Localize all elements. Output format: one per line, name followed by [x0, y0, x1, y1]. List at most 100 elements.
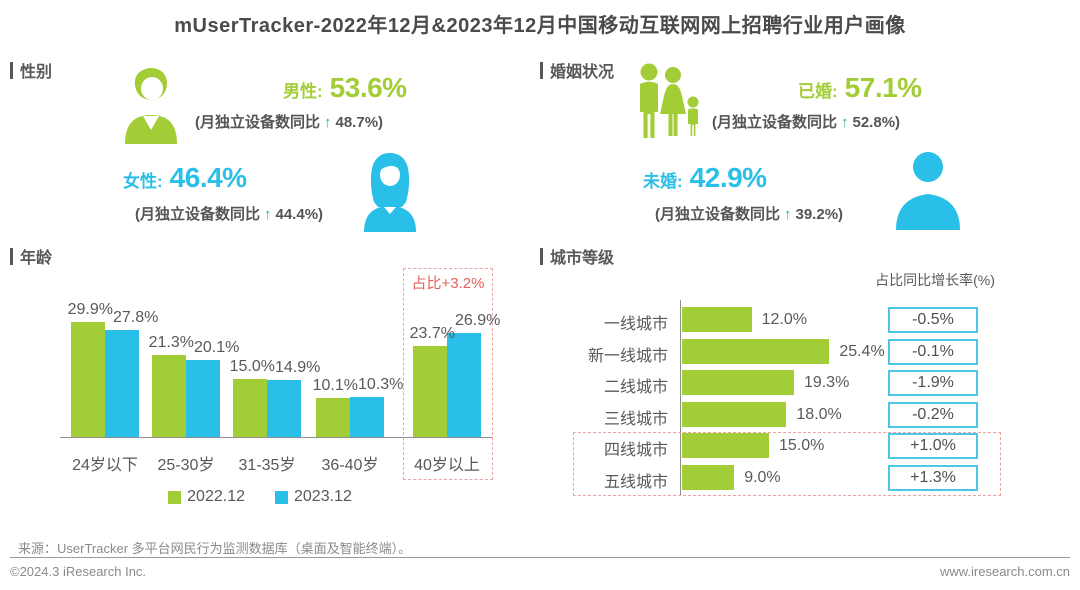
- growth-rate-box: +1.3%: [888, 464, 978, 491]
- up-arrow-icon: ↑: [841, 114, 849, 131]
- female-yoy-prefix: (月独立设备数同比: [135, 206, 260, 223]
- city-bar: [682, 307, 752, 332]
- female-stat: 女性: 46.4%: [123, 162, 247, 194]
- married-stat-label: 已婚:: [798, 82, 838, 101]
- person-icon: [896, 152, 960, 230]
- city-tier-label: 四线城市: [603, 442, 668, 459]
- age-value-label-2022: 29.9%: [67, 300, 113, 318]
- city-bar: [682, 433, 769, 458]
- city-tier-label: 五线城市: [603, 473, 668, 491]
- age-annotation: 占比+3.2%: [411, 275, 485, 292]
- city-tier-label: 新一线城市: [587, 347, 668, 365]
- age-bar-chart: 占比+3.2% 2022.12 2023.12 29.9% 27.8% 24岁以下 2…: [10, 262, 540, 524]
- city-bar: [682, 370, 794, 395]
- copyright-text: ©2024.3 iResearch Inc.: [10, 564, 147, 579]
- unmarried-stat: 未婚: 42.9%: [643, 162, 767, 194]
- city-bar-value: 12.0%: [761, 311, 807, 328]
- female-icon: [364, 153, 416, 232]
- gender-section-header: 性别: [10, 58, 52, 82]
- city-section-header: 城市等级: [540, 244, 614, 268]
- city-bar-value: 19.3%: [803, 374, 850, 391]
- marital-section-title: 婚姻状况: [550, 64, 615, 81]
- married-yoy-note: (月独立设备数同比 ↑ 52.8%): [712, 111, 900, 132]
- city-bar: [682, 338, 830, 364]
- growth-rate-header: 占比同比增长率(%): [875, 272, 995, 288]
- website-text: www.iresearch.com.cn: [939, 564, 1070, 579]
- female-stat-value: 46.4%: [169, 162, 247, 193]
- gender-section-title: 性别: [20, 64, 53, 81]
- city-bar: [682, 464, 735, 490]
- age-x-axis: [60, 437, 492, 438]
- age-bar-2023: [186, 359, 220, 437]
- age-bar-2022: [413, 345, 447, 437]
- married-stat-value: 57.1%: [844, 72, 922, 103]
- age-bar-2022: [316, 398, 350, 437]
- growth-rate-box: -0.2%: [888, 401, 978, 428]
- growth-rate-box: -0.1%: [888, 338, 978, 365]
- female-yoy-value: 44.4%): [275, 206, 324, 223]
- married-stat: 已婚: 57.1%: [798, 72, 922, 104]
- married-yoy-value: 52.8%): [852, 114, 901, 131]
- age-bar-2022: [233, 379, 267, 437]
- legend-item-2022: 2022.12: [168, 488, 245, 506]
- age-bar-2023: [350, 397, 384, 437]
- family-icon: [640, 63, 699, 138]
- unmarried-stat-value: 42.9%: [689, 162, 767, 193]
- city-bar-chart: 占比同比增长率(%) 一线城市 12.0% -0.5% 新一线城市 25.4% -0.1%…: [540, 262, 1070, 524]
- section-marker-icon: [540, 247, 543, 265]
- age-value-label-2023: 10.3%: [358, 376, 404, 394]
- male-stat-label: 男性:: [283, 82, 323, 101]
- age-highlight-box: [403, 268, 493, 480]
- city-tier-label: 三线城市: [603, 410, 668, 428]
- age-bar-2023: [447, 333, 481, 437]
- city-y-axis: [680, 300, 681, 496]
- age-category-label: 31-35岁: [238, 457, 296, 474]
- unmarried-yoy-value: 39.2%): [795, 206, 844, 223]
- age-value-label-2023: 20.1%: [194, 338, 240, 356]
- up-arrow-icon: ↑: [324, 114, 332, 131]
- age-category-label: 25-30岁: [157, 457, 215, 474]
- age-value-label-2023: 27.8%: [113, 308, 159, 326]
- legend-label-2023: 2023.12: [294, 488, 352, 505]
- city-bar-value: 18.0%: [796, 405, 842, 423]
- age-bar-2023: [105, 329, 139, 437]
- section-marker-icon: [540, 61, 543, 79]
- age-chart-legend: 2022.12 2023.12: [10, 488, 510, 506]
- city-bar: [682, 401, 787, 427]
- section-marker-icon: [10, 247, 13, 265]
- age-category-label: 24岁以下: [72, 457, 138, 474]
- age-value-label-2022: 21.3%: [148, 333, 194, 351]
- unmarried-yoy-note: (月独立设备数同比 ↑ 39.2%): [655, 203, 843, 224]
- married-yoy-prefix: (月独立设备数同比: [712, 114, 837, 131]
- growth-rate-box: -1.9%: [888, 370, 978, 396]
- city-bar-value: 25.4%: [839, 342, 885, 360]
- male-yoy-value: 48.7%): [335, 114, 384, 131]
- city-tier-label: 一线城市: [603, 316, 668, 333]
- city-bar-value: 9.0%: [744, 468, 781, 486]
- legend-swatch-blue: [275, 490, 288, 504]
- male-stat-value: 53.6%: [329, 72, 407, 103]
- unmarried-yoy-prefix: (月独立设备数同比: [655, 206, 780, 223]
- female-stat-label: 女性:: [123, 172, 163, 191]
- age-bar-2022: [152, 354, 186, 437]
- male-yoy-prefix: (月独立设备数同比: [195, 114, 320, 131]
- age-section-header: 年龄: [10, 244, 52, 268]
- age-value-label-2023: 26.9%: [455, 312, 501, 330]
- marital-section-header: 婚姻状况: [540, 58, 614, 82]
- age-value-label-2023: 14.9%: [275, 358, 321, 376]
- male-yoy-note: (月独立设备数同比 ↑ 48.7%): [195, 111, 383, 132]
- legend-label-2022: 2022.12: [187, 488, 245, 505]
- age-category-label: 40岁以上: [414, 457, 480, 474]
- up-arrow-icon: ↑: [264, 206, 272, 223]
- male-stat: 男性: 53.6%: [283, 72, 407, 104]
- footer-divider: [10, 557, 1070, 558]
- up-arrow-icon: ↑: [784, 206, 792, 223]
- age-category-label: 36-40岁: [321, 457, 379, 474]
- age-section-title: 年龄: [20, 250, 53, 267]
- growth-rate-box: +1.0%: [888, 433, 978, 459]
- section-marker-icon: [10, 61, 13, 79]
- city-section-title: 城市等级: [550, 250, 615, 267]
- age-bar-2022: [71, 321, 105, 437]
- source-note: 来源：UserTracker 多平台网民行为监测数据库（桌面及智能终端）。: [18, 541, 412, 556]
